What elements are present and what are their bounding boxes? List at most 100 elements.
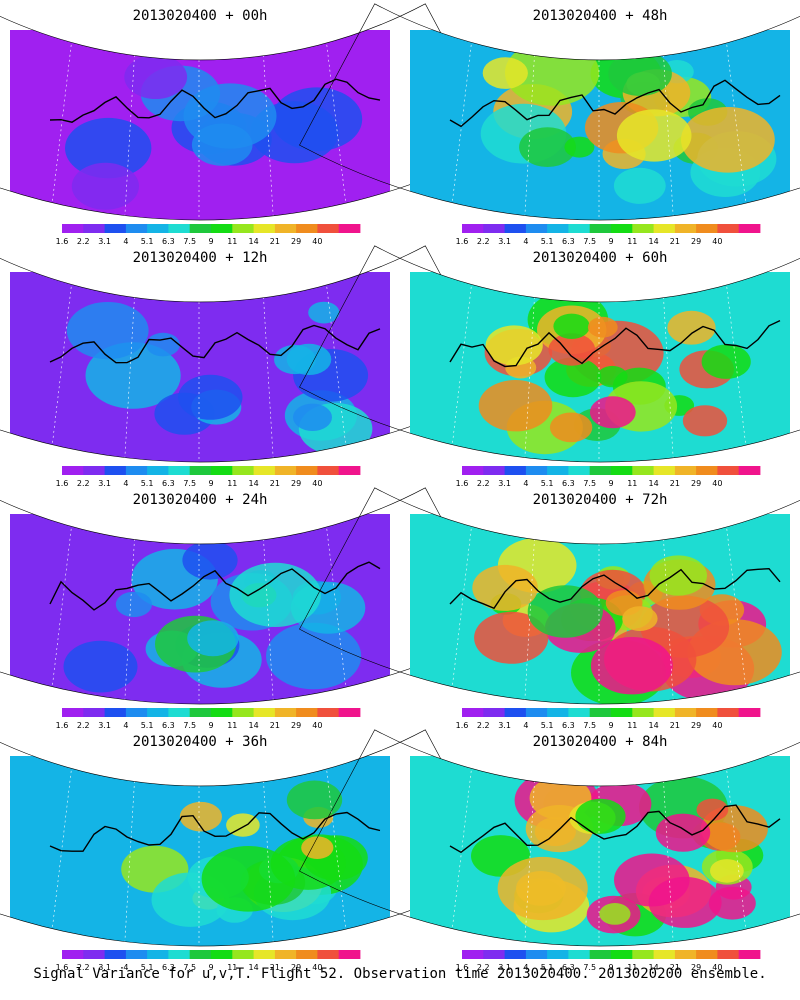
colorbar-swatch (317, 224, 340, 233)
colorbar-swatch (547, 466, 569, 475)
colorbar-swatch (104, 224, 127, 233)
colorbar-tick-label: 9 (608, 479, 613, 488)
colorbar-swatch (632, 708, 654, 717)
colorbar-tick-label: 6.3 (162, 237, 175, 246)
colorbar-swatch (589, 466, 612, 475)
colorbar-swatch (253, 224, 276, 233)
colorbar-tick-label: 21 (670, 721, 680, 730)
colorbar-swatch (738, 224, 761, 233)
colorbar-swatch (504, 708, 527, 717)
colorbar-swatch (717, 224, 740, 233)
colorbar-swatch (589, 708, 612, 717)
colorbar-swatch (189, 224, 212, 233)
colorbar-swatch (147, 466, 169, 475)
colorbar-tick-label: 11 (627, 479, 637, 488)
colorbar-tick-label: 9 (608, 237, 613, 246)
colorbar-tick-label: 3.1 (498, 721, 511, 730)
colorbar-tick-label: 7.5 (183, 963, 196, 972)
colorbar-swatch (104, 708, 127, 717)
colorbar-swatch (717, 708, 740, 717)
colorbar-tick-label: 5.1 (141, 963, 154, 972)
colorbar-swatch (104, 466, 127, 475)
colorbar-tick-label: 1.6 (56, 721, 69, 730)
colorbar-tick-label: 2.2 (477, 721, 490, 730)
colorbar-tick-label: 9 (208, 479, 213, 488)
colorbar-tick-label: 40 (712, 237, 722, 246)
colorbar-tick-label: 21 (270, 237, 280, 246)
colorbar-tick-label: 14 (649, 237, 659, 246)
colorbar-tick-label: 14 (249, 963, 259, 972)
colorbar-swatch (232, 708, 254, 717)
colorbar-swatch (168, 708, 191, 717)
colorbar-tick-label: 4 (523, 237, 528, 246)
colorbar-tick-label: 21 (270, 479, 280, 488)
colorbar-swatch (338, 466, 361, 475)
colorbar-swatch (738, 708, 761, 717)
colorbar-tick-label: 29 (691, 721, 701, 730)
colorbar-swatch (274, 224, 297, 233)
figure-caption: Signal Variance for u,v,T. Flight 52. Ob… (33, 966, 767, 982)
colorbar-tick-label: 11 (627, 237, 637, 246)
panel-title: 2013020400 + 36h (132, 734, 268, 750)
colorbar-swatch (189, 466, 212, 475)
colorbar-tick-label: 9 (608, 721, 613, 730)
colorbar-tick-label: 3.1 (498, 963, 511, 972)
colorbar-swatch (296, 224, 318, 233)
colorbar-swatch (738, 466, 761, 475)
colorbar-swatch (504, 466, 527, 475)
colorbar-swatch (611, 708, 633, 717)
colorbar-tick-label: 3.1 (98, 721, 111, 730)
colorbar-tick-label: 7.5 (183, 479, 196, 488)
colorbar-tick-label: 7.5 (583, 237, 596, 246)
colorbar-tick-label: 6.3 (162, 963, 175, 972)
colorbar-tick-label: 29 (691, 237, 701, 246)
colorbar: 1.6 2.2 3.1 4 5.1 6.3 7.5 9 11 14 21 29 40 (456, 950, 761, 972)
forecast-map-panel (0, 487, 501, 705)
colorbar-swatch (547, 224, 569, 233)
colorbar-swatch (253, 708, 276, 717)
colorbar-swatch (62, 224, 84, 233)
colorbar-swatch (317, 950, 340, 959)
colorbar-swatch (547, 950, 569, 959)
colorbar-swatch (696, 466, 718, 475)
colorbar-swatch (568, 708, 591, 717)
colorbar-tick-label: 5.1 (141, 479, 154, 488)
colorbar-swatch (738, 950, 761, 959)
colorbar-swatch (83, 950, 105, 959)
colorbar-tick-label: 2.2 (477, 237, 490, 246)
colorbar-swatch (632, 950, 654, 959)
colorbar-swatch (632, 466, 654, 475)
colorbar-tick-label: 5.1 (541, 237, 554, 246)
colorbar-swatch (525, 466, 548, 475)
colorbar: 1.6 2.2 3.1 4 5.1 6.3 7.5 9 11 14 21 29 40 (456, 224, 761, 246)
colorbar-swatch (338, 708, 361, 717)
colorbar-swatch (632, 224, 654, 233)
colorbar-swatch (674, 224, 697, 233)
panel-title: 2013020400 + 48h (532, 8, 668, 24)
colorbar-tick-label: 5.1 (541, 721, 554, 730)
colorbar-swatch (62, 466, 84, 475)
colorbar-swatch (232, 224, 254, 233)
colorbar-swatch (462, 466, 484, 475)
colorbar-swatch (83, 708, 105, 717)
colorbar-tick-label: 21 (270, 963, 280, 972)
colorbar-tick-label: 11 (227, 237, 237, 246)
colorbar-swatch (611, 950, 633, 959)
colorbar-swatch (168, 950, 191, 959)
colorbar-tick-label: 11 (227, 721, 237, 730)
colorbar-swatch (168, 224, 191, 233)
colorbar-swatch (147, 224, 169, 233)
colorbar-tick-label: 2.2 (477, 963, 490, 972)
colorbar-tick-label: 6.3 (162, 479, 175, 488)
colorbar-swatch (483, 950, 505, 959)
colorbar-tick-label: 14 (649, 963, 659, 972)
colorbar-swatch (568, 466, 591, 475)
panel-title: 2013020400 + 84h (532, 734, 668, 750)
colorbar-tick-label: 9 (208, 721, 213, 730)
colorbar-tick-label: 40 (312, 721, 322, 730)
colorbar-tick-label: 14 (249, 721, 259, 730)
colorbar-swatch (611, 224, 633, 233)
colorbar-tick-label: 14 (249, 479, 259, 488)
colorbar-swatch (653, 224, 676, 233)
colorbar-swatch (589, 224, 612, 233)
